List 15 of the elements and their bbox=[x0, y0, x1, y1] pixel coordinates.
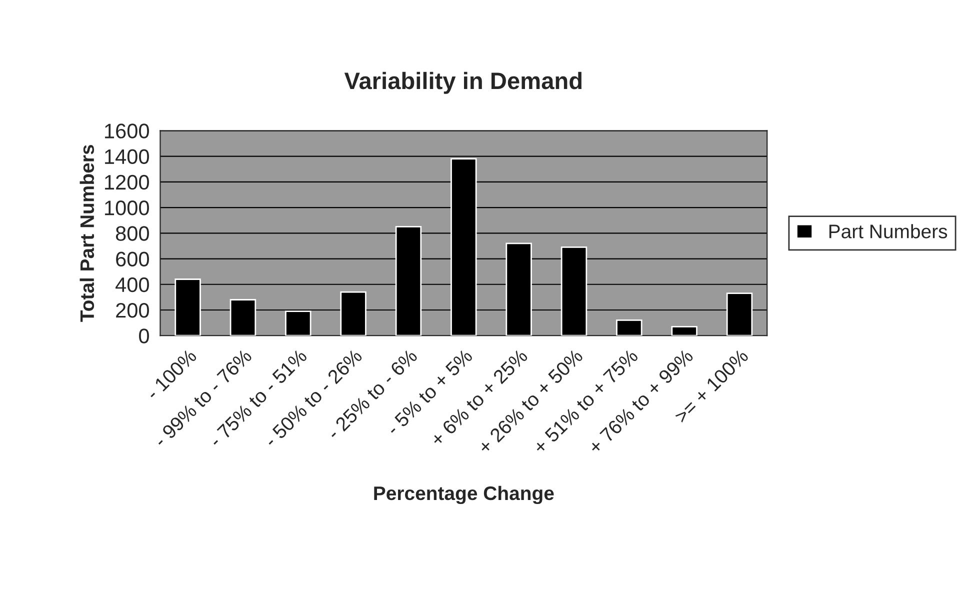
y-tick-label: 400 bbox=[116, 277, 149, 292]
bar bbox=[616, 320, 642, 336]
y-tick-label: 1200 bbox=[105, 174, 149, 190]
y-tick-label: 600 bbox=[116, 252, 149, 267]
y-tick-label: 1400 bbox=[105, 149, 149, 164]
x-axis-title: Percentage Change bbox=[374, 486, 554, 504]
y-tick-label: 1000 bbox=[105, 200, 149, 216]
y-axis-title: Total Part Numbers bbox=[80, 144, 94, 322]
y-tick-label: 0 bbox=[139, 328, 149, 344]
legend-label: Part Numbers bbox=[829, 224, 948, 238]
y-tick-label: 1600 bbox=[105, 124, 149, 138]
y-tick-label: 800 bbox=[116, 226, 149, 241]
bar bbox=[671, 326, 698, 336]
y-tick-label: 200 bbox=[116, 302, 149, 318]
chart-title: Variability in Demand bbox=[344, 72, 582, 94]
